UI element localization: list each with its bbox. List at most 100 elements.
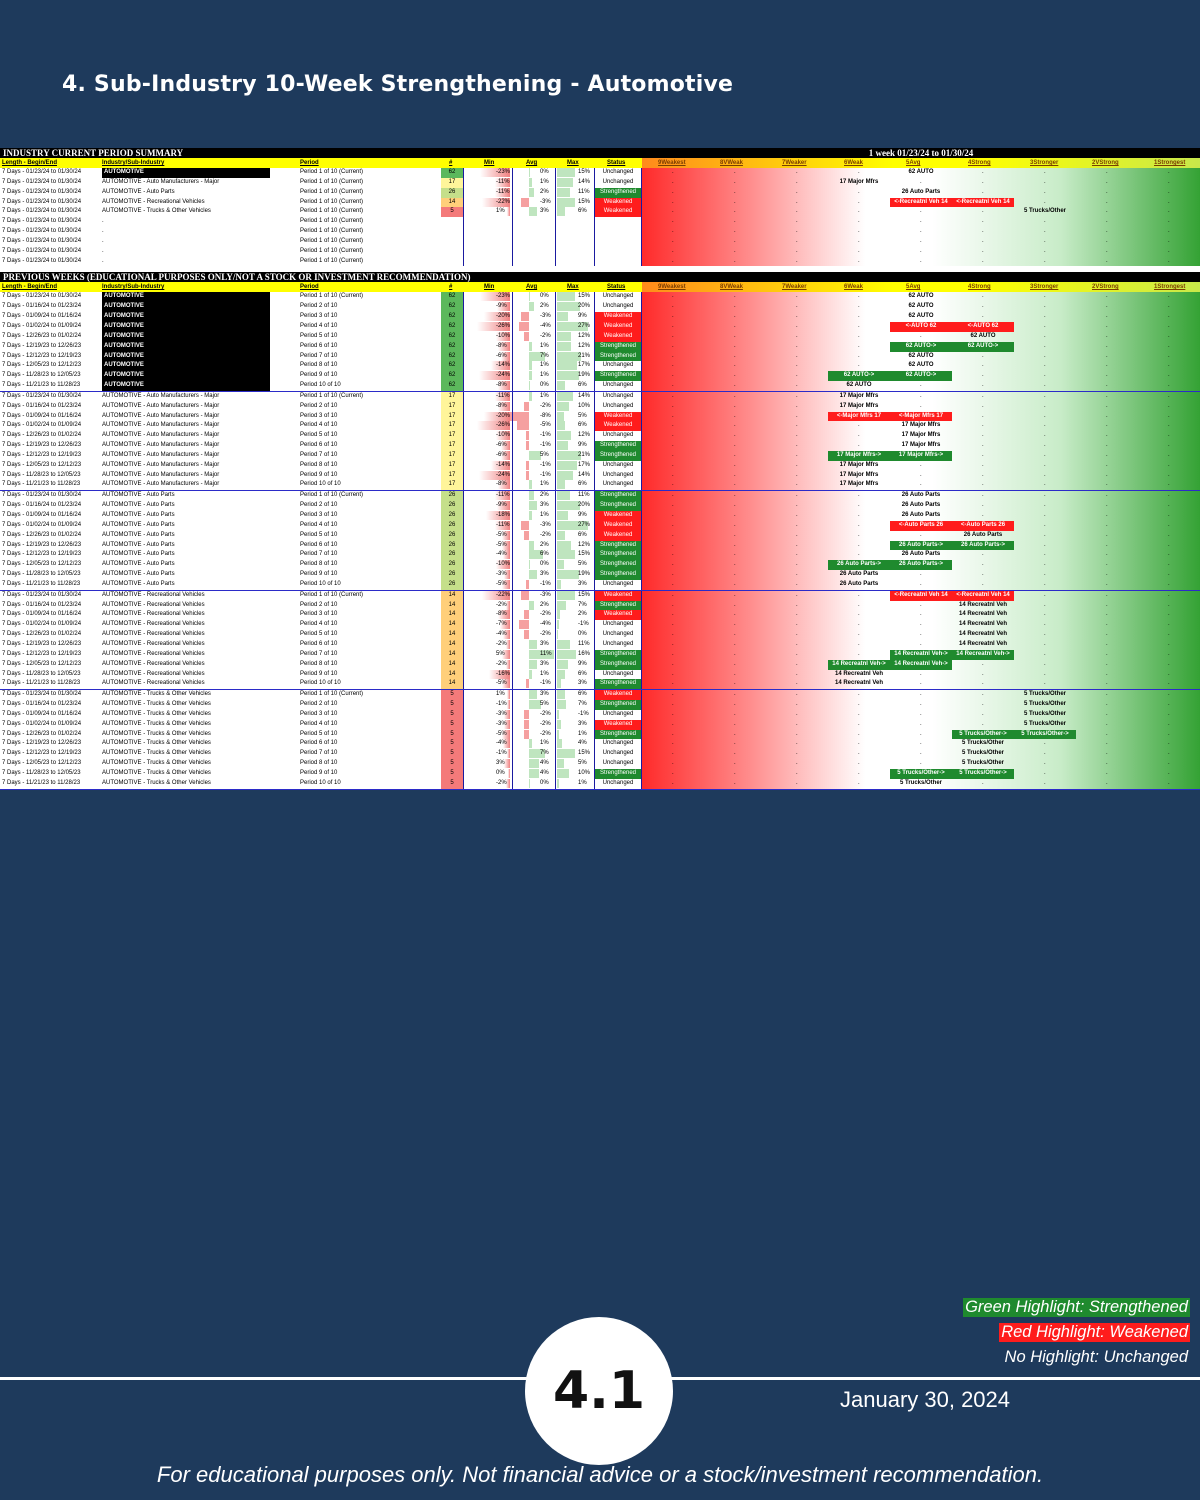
rank-empty-dot: . [734,730,736,737]
grid-line [641,491,642,502]
row-avg: -1% [540,442,551,449]
row-max: 11% [578,188,590,195]
row-length: 7 Days - 11/21/23 to 11/28/23 [2,779,81,786]
grid-line [463,540,464,551]
min-bar [491,460,510,470]
row-industry: AUTOMOTIVE - Auto Parts [102,531,175,538]
table-row: .......7 Days - 12/12/23 to 12/19/23 AUTO… [0,450,1200,461]
row-count: 5 [441,700,463,710]
grid-line [555,669,556,680]
rank-empty-dot: . [1106,382,1108,389]
max-bar [557,749,575,759]
rank-empty-dot: . [1106,720,1108,727]
grid-line [641,256,642,267]
row-avg: 1% [540,372,549,379]
row-count: 17 [441,470,463,481]
grid-line [594,236,595,247]
rank-empty-dot: . [982,551,984,558]
row-period: Period 6 of 10 [300,342,338,349]
avg-bar [529,341,533,351]
row-avg: -4% [540,621,551,628]
grid-line [463,480,464,491]
row-max: -1% [578,621,589,628]
rank-empty-dot: . [796,198,798,205]
rank-empty-dot: . [982,461,984,468]
row-count: 17 [441,401,463,412]
min-bar [502,679,510,689]
grid-line [512,570,513,580]
grid-line [594,441,595,451]
grid-line [594,381,595,391]
rank-empty-dot: . [796,313,798,320]
rank-marker: 17 Major Mfrs [901,432,941,439]
previous-weeks-title: PREVIOUS WEEKS (EDUCATIONAL PURPOSES ONL… [3,272,471,283]
avg-bar [521,520,529,530]
rank-empty-dot: . [734,760,736,767]
avg-bar [529,739,533,749]
rank-empty-dot: . [796,769,798,776]
rank-empty-dot: . [796,611,798,618]
spreadsheet: INDUSTRY CURRENT PERIOD SUMMARY 1 week 0… [0,148,1200,790]
grid-line [555,639,556,650]
rank-empty-dot: . [982,422,984,429]
row-count: 62 [441,331,463,342]
rank-empty-dot: . [920,382,922,389]
rank-empty-dot: . [672,740,674,747]
row-max: 1% [578,730,587,737]
row-max: 21% [578,352,591,359]
row-min: -4% [496,631,507,638]
rank-gradient [642,729,1200,740]
rank-empty-dot: . [920,640,922,647]
rank-empty-dot: . [734,611,736,618]
table-row: .......7 Days - 01/02/24 to 01/09/24 AUTO… [0,520,1200,531]
rank-empty-dot: . [982,512,984,518]
rank-marker: 17 Major Mfrs [901,422,941,429]
rank-marker: 62 AUTO [908,169,934,175]
rank-empty-dot: . [734,392,736,399]
rank-empty-dot: . [1168,293,1170,300]
row-period: Period 5 of 10 [300,531,338,538]
rank-empty-dot: . [1106,198,1108,205]
grid-line [555,491,556,502]
min-bar [496,331,510,341]
rank-empty-dot: . [1044,293,1046,300]
max-bar [557,669,565,679]
max-bar [557,550,575,560]
rank-empty-dot: . [734,660,736,667]
rank-marker: 5 Trucks/Other [961,760,1005,767]
row-max: -1% [578,710,589,717]
rank-empty-dot: . [734,512,736,518]
grid-line [463,729,464,740]
table-row: ........7 Days - 12/19/23 to 12/26/23 AUT… [0,739,1200,750]
grid-line [641,501,642,511]
avg-bar [529,177,533,187]
rank-empty-dot: . [1044,640,1046,647]
rank-empty-dot: . [734,432,736,439]
rank-marker: 26 Auto Parts [839,580,879,587]
row-min: -14% [496,362,511,369]
row-count: 62 [441,371,463,382]
rank-empty-dot: . [734,481,736,488]
grid-line [641,217,642,228]
table-row: ........7 Days - 12/26/23 to 01/02/24 AUT… [0,530,1200,541]
row-max: 15% [578,551,591,558]
max-bar [557,480,565,490]
row-length: 7 Days - 01/23/24 to 01/30/24 [2,257,82,264]
rank-empty-dot: . [1106,779,1108,786]
table-row: .......7 Days - 01/02/24 to 01/09/24 AUTO… [0,321,1200,332]
grid-line [463,778,464,789]
grid-line [555,331,556,342]
grid-line [641,177,642,188]
row-period: Period 1 of 10 (Current) [300,188,364,195]
table-row: ........7 Days - 12/05/23 to 12/12/23 AUT… [0,759,1200,769]
row-period: Period 5 of 10 [300,332,338,339]
row-industry: AUTOMOTIVE - Auto Manufacturers - Major [102,481,220,488]
rank-empty-dot: . [672,551,674,558]
grid-line [555,321,556,332]
rank-empty-dot: . [796,188,798,195]
rank-marker: 26 Auto Parts [901,512,941,518]
row-status: Weakened [595,421,641,432]
rank-empty-dot: . [920,571,922,578]
rank-empty-dot: . [1106,541,1108,548]
row-period: Period 9 of 10 [300,670,338,677]
